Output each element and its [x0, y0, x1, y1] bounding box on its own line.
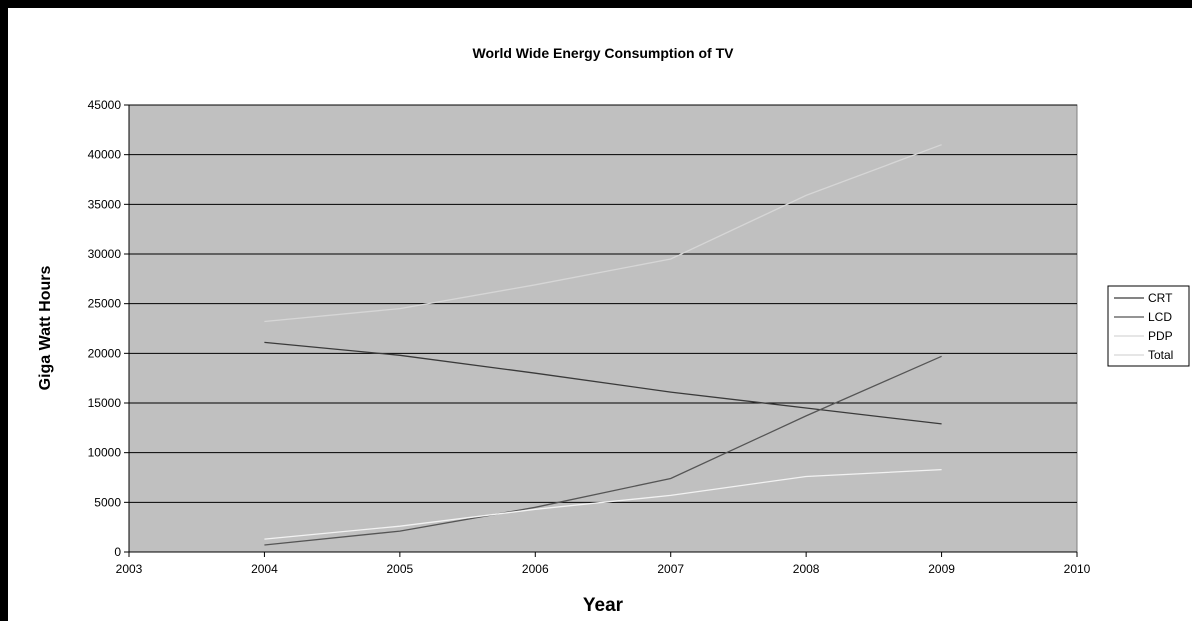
legend-label-total: Total [1148, 348, 1173, 362]
x-tick-label: 2008 [793, 562, 820, 576]
x-tick-label: 2009 [928, 562, 955, 576]
x-tick-label: 2003 [116, 562, 143, 576]
y-tick-label: 45000 [88, 98, 122, 112]
x-axis-label: Year [583, 595, 624, 616]
y-tick-label: 25000 [88, 297, 122, 311]
series-line-crt [264, 341, 942, 425]
legend: CRT LCD PDP Total [1107, 285, 1190, 367]
chart-title: World Wide Energy Consumption of TV [473, 45, 735, 61]
gridlines [129, 104, 1077, 503]
legend-label-pdp: PDP [1148, 329, 1173, 343]
x-tick-label: 2006 [522, 562, 549, 576]
line-chart: World Wide Energy Consumption of TV 2003… [37, 45, 1190, 616]
series-line-lcd [264, 355, 942, 546]
y-axis-label: Giga Watt Hours [37, 266, 54, 391]
x-tick-label: 2004 [251, 562, 278, 576]
y-tick-label: 30000 [88, 247, 122, 261]
y-tick-label: 20000 [88, 346, 122, 360]
y-tick-label: 0 [114, 545, 121, 559]
series-line-total [264, 144, 942, 323]
plot-area [128, 104, 1078, 553]
y-tick-label: 10000 [88, 446, 122, 460]
y-ticks: 0 5000 10000 15000 20000 25000 30000 35000 40000… [88, 98, 129, 559]
legend-box [1107, 285, 1190, 367]
y-tick-label: 40000 [88, 148, 122, 162]
series-line-pdp [264, 468, 942, 540]
y-tick-label: 5000 [94, 495, 121, 509]
legend-label-lcd: LCD [1148, 310, 1172, 324]
x-tick-label: 2005 [387, 562, 414, 576]
x-ticks: 2003 2004 2005 2006 2007 2008 2009 2010 [116, 552, 1091, 576]
series-lines [264, 144, 942, 546]
y-tick-label: 35000 [88, 197, 122, 211]
y-tick-label: 15000 [88, 396, 122, 410]
legend-label-crt: CRT [1148, 291, 1173, 305]
x-tick-label: 2007 [657, 562, 684, 576]
x-tick-label: 2010 [1064, 562, 1091, 576]
